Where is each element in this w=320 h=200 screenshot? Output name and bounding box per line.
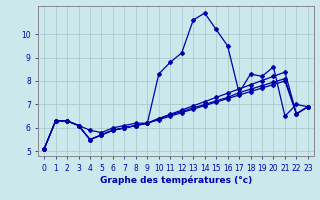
X-axis label: Graphe des températures (°c): Graphe des températures (°c): [100, 175, 252, 185]
